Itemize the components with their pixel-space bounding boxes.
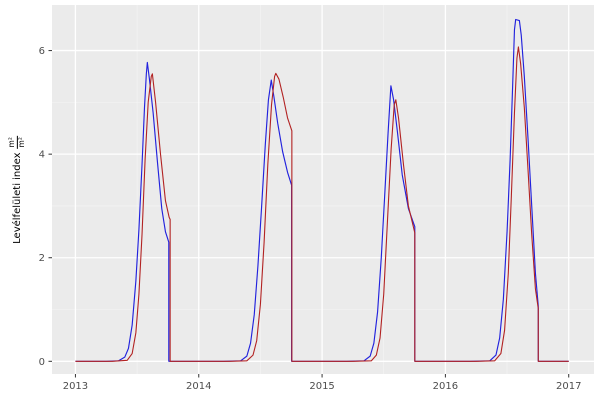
y-tick-label: 4: [39, 150, 45, 161]
x-tick-label: 2016: [433, 381, 458, 392]
y-tick-label: 0: [39, 357, 45, 368]
y-axis-unit-fraction: m² m²: [7, 136, 26, 149]
y-axis-unit-denominator: m²: [16, 137, 26, 148]
y-axis-title-text: Levélfelületi index: [11, 152, 23, 244]
panel-background: [52, 5, 594, 374]
x-tick-label: 2014: [186, 381, 211, 392]
x-tick-label: 2017: [556, 381, 581, 392]
y-tick-label: 2: [39, 253, 45, 264]
series-line-measured-red: [75, 46, 569, 362]
y-tick-label: 6: [39, 46, 45, 57]
x-tick-label: 2015: [309, 381, 334, 392]
y-axis-title: Levélfelületi index m² m²: [7, 136, 26, 244]
x-tick-label: 2013: [63, 381, 88, 392]
